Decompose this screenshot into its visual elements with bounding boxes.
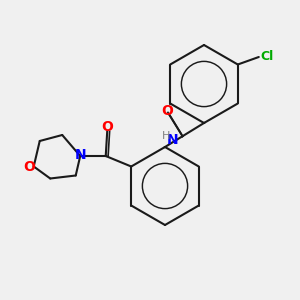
Text: Cl: Cl bbox=[260, 50, 274, 64]
Text: O: O bbox=[101, 120, 113, 134]
Text: N: N bbox=[74, 148, 86, 162]
Text: H: H bbox=[162, 130, 170, 141]
Text: O: O bbox=[23, 160, 35, 173]
Text: N: N bbox=[167, 133, 178, 146]
Text: O: O bbox=[161, 104, 173, 118]
